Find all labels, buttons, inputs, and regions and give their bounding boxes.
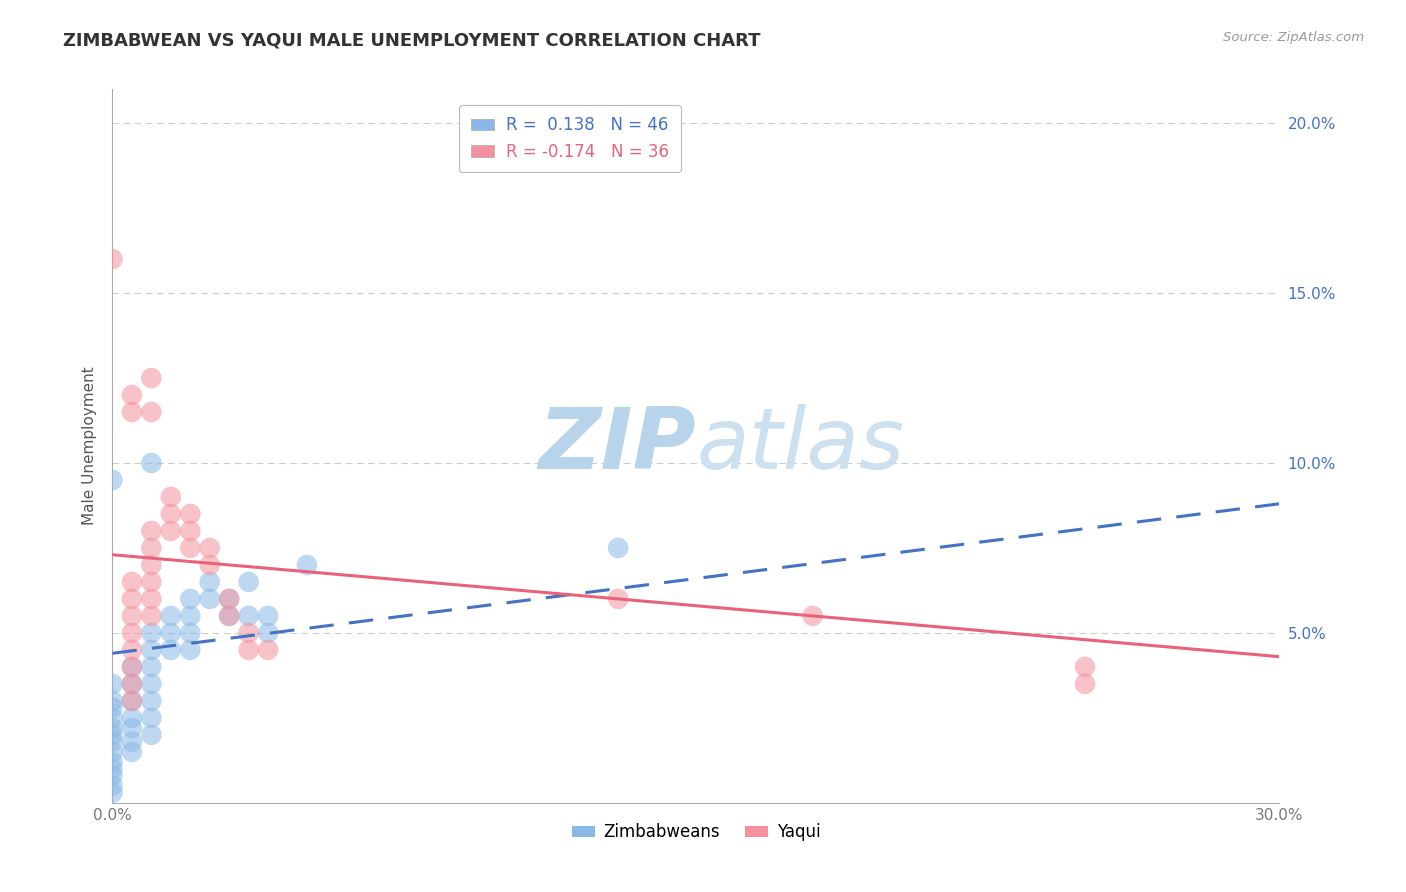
Point <box>121 660 143 674</box>
Point <box>179 541 201 555</box>
Point <box>179 524 201 538</box>
Point <box>101 721 124 735</box>
Point <box>607 591 630 606</box>
Point <box>160 608 183 623</box>
Point <box>160 643 183 657</box>
Point <box>179 643 201 657</box>
Point <box>141 456 163 470</box>
Point <box>101 473 124 487</box>
Point <box>141 660 163 674</box>
Point <box>121 734 143 748</box>
Point <box>101 700 124 714</box>
Point <box>101 779 124 793</box>
Point <box>141 574 163 589</box>
Point <box>801 608 824 623</box>
Point <box>141 558 163 572</box>
Point <box>238 643 260 657</box>
Point <box>218 591 240 606</box>
Point <box>160 490 183 504</box>
Point <box>198 558 221 572</box>
Point <box>295 558 318 572</box>
Legend: Zimbabweans, Yaqui: Zimbabweans, Yaqui <box>565 817 827 848</box>
Point <box>121 388 143 402</box>
Text: atlas: atlas <box>696 404 904 488</box>
Point <box>1074 677 1097 691</box>
Point <box>101 786 124 800</box>
Y-axis label: Male Unemployment: Male Unemployment <box>82 367 97 525</box>
Point <box>198 541 221 555</box>
Text: ZIP: ZIP <box>538 404 696 488</box>
Point <box>179 608 201 623</box>
Point <box>257 643 280 657</box>
Point <box>121 694 143 708</box>
Point <box>101 252 124 266</box>
Point <box>101 694 124 708</box>
Point <box>179 591 201 606</box>
Point <box>198 591 221 606</box>
Point <box>141 643 163 657</box>
Point <box>218 591 240 606</box>
Point <box>141 626 163 640</box>
Point <box>257 626 280 640</box>
Point <box>121 745 143 759</box>
Point <box>141 405 163 419</box>
Point <box>101 677 124 691</box>
Point <box>141 591 163 606</box>
Point <box>101 745 124 759</box>
Point <box>141 608 163 623</box>
Point <box>121 626 143 640</box>
Point <box>218 608 240 623</box>
Point <box>179 507 201 521</box>
Point <box>141 524 163 538</box>
Point <box>101 762 124 776</box>
Point <box>141 541 163 555</box>
Point <box>1074 660 1097 674</box>
Point <box>121 608 143 623</box>
Point <box>141 371 163 385</box>
Point <box>101 734 124 748</box>
Point <box>257 608 280 623</box>
Point <box>121 643 143 657</box>
Point <box>160 507 183 521</box>
Point <box>121 677 143 691</box>
Point <box>121 660 143 674</box>
Point <box>121 591 143 606</box>
Point <box>179 626 201 640</box>
Text: Source: ZipAtlas.com: Source: ZipAtlas.com <box>1223 31 1364 45</box>
Point <box>141 677 163 691</box>
Point <box>238 626 260 640</box>
Point <box>121 405 143 419</box>
Point <box>101 728 124 742</box>
Point <box>218 608 240 623</box>
Point <box>121 721 143 735</box>
Point <box>141 728 163 742</box>
Point <box>238 608 260 623</box>
Point <box>121 574 143 589</box>
Text: ZIMBABWEAN VS YAQUI MALE UNEMPLOYMENT CORRELATION CHART: ZIMBABWEAN VS YAQUI MALE UNEMPLOYMENT CO… <box>63 31 761 49</box>
Point <box>160 524 183 538</box>
Point <box>101 769 124 783</box>
Point <box>238 574 260 589</box>
Point <box>141 694 163 708</box>
Point <box>607 541 630 555</box>
Point <box>121 711 143 725</box>
Point <box>160 626 183 640</box>
Point <box>121 694 143 708</box>
Point <box>198 574 221 589</box>
Point <box>101 711 124 725</box>
Point <box>101 755 124 769</box>
Point <box>121 677 143 691</box>
Point <box>141 711 163 725</box>
